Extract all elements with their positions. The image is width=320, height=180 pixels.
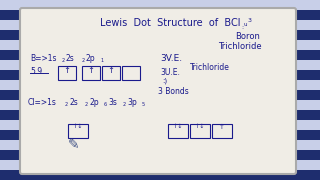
Text: 2: 2 bbox=[123, 102, 126, 107]
Text: 3U.E.: 3U.E. bbox=[160, 68, 180, 77]
Text: ↑: ↑ bbox=[87, 66, 94, 75]
Bar bbox=[0, 140, 320, 150]
Text: 3: 3 bbox=[248, 18, 252, 23]
Text: :: : bbox=[241, 25, 243, 30]
Bar bbox=[0, 80, 320, 90]
Text: ↑↓: ↑↓ bbox=[195, 124, 205, 129]
Bar bbox=[212, 124, 232, 138]
Bar bbox=[0, 90, 320, 100]
Text: ↑: ↑ bbox=[219, 124, 225, 130]
Text: 2: 2 bbox=[65, 102, 68, 107]
Bar bbox=[190, 124, 210, 138]
Bar bbox=[0, 130, 320, 140]
Bar bbox=[0, 0, 320, 10]
Text: 2: 2 bbox=[62, 58, 65, 63]
Text: 2s: 2s bbox=[69, 98, 78, 107]
Text: Cl=>1s: Cl=>1s bbox=[28, 98, 57, 107]
Text: Trichloride: Trichloride bbox=[190, 63, 230, 72]
Text: 2: 2 bbox=[85, 102, 88, 107]
Text: ↑: ↑ bbox=[108, 66, 115, 75]
Bar bbox=[0, 30, 320, 40]
Text: 2: 2 bbox=[82, 58, 85, 63]
Text: Boron: Boron bbox=[235, 32, 260, 41]
Text: 3s: 3s bbox=[108, 98, 117, 107]
Bar bbox=[68, 124, 88, 138]
Text: 5.9.: 5.9. bbox=[30, 67, 44, 76]
Bar bbox=[0, 110, 320, 120]
Text: 3 Bonds: 3 Bonds bbox=[158, 87, 189, 96]
Text: :): :) bbox=[162, 78, 167, 84]
Text: ✎: ✎ bbox=[68, 138, 80, 152]
Text: 2s: 2s bbox=[66, 54, 75, 63]
Bar bbox=[0, 40, 320, 50]
Bar bbox=[0, 10, 320, 20]
Bar bbox=[82, 66, 100, 80]
FancyBboxPatch shape bbox=[20, 8, 296, 174]
Bar bbox=[0, 50, 320, 60]
Text: ↑↓: ↑↓ bbox=[73, 124, 83, 129]
Bar bbox=[0, 20, 320, 30]
Text: ↑↓: ↑↓ bbox=[173, 124, 183, 129]
Text: u: u bbox=[244, 22, 247, 27]
Bar bbox=[0, 100, 320, 110]
Bar bbox=[102, 66, 120, 80]
Text: 2p: 2p bbox=[89, 98, 99, 107]
Bar bbox=[0, 120, 320, 130]
Text: 5: 5 bbox=[142, 102, 145, 107]
Text: 3p: 3p bbox=[127, 98, 137, 107]
Bar bbox=[0, 70, 320, 80]
Bar bbox=[0, 150, 320, 160]
Bar bbox=[168, 124, 188, 138]
Text: 3V.E.: 3V.E. bbox=[160, 54, 182, 63]
Bar bbox=[0, 60, 320, 70]
Text: 1: 1 bbox=[100, 58, 103, 63]
Text: 2p: 2p bbox=[86, 54, 96, 63]
Bar bbox=[58, 66, 76, 80]
Bar bbox=[0, 160, 320, 170]
Text: ↑: ↑ bbox=[63, 66, 70, 75]
Bar bbox=[122, 66, 140, 80]
Text: Trichloride: Trichloride bbox=[218, 42, 262, 51]
Bar bbox=[0, 170, 320, 180]
Text: B=>1s: B=>1s bbox=[30, 54, 57, 63]
Text: Lewis  Dot  Structure  of  BCl: Lewis Dot Structure of BCl bbox=[100, 18, 241, 28]
Text: 6: 6 bbox=[104, 102, 107, 107]
